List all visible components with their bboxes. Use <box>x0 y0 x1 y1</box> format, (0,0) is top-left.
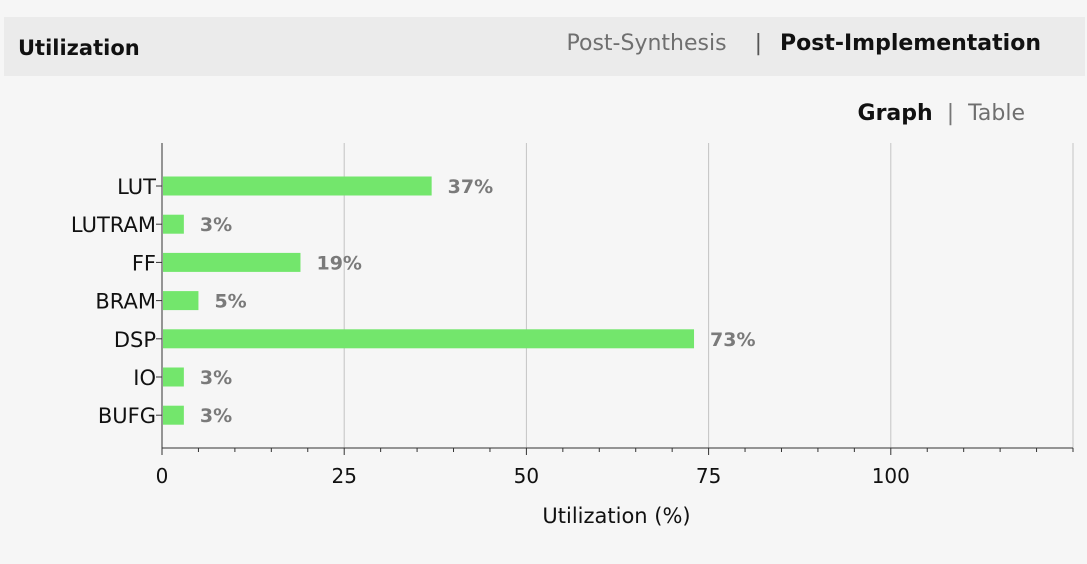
x-tick-label: 25 <box>331 464 356 488</box>
bar-value-label: 3% <box>200 405 232 427</box>
category-label: LUTRAM <box>71 213 156 237</box>
utilization-header: Utilization Post-Synthesis | Post-Implem… <box>4 17 1085 76</box>
bar-lutram <box>163 214 184 234</box>
x-axis-title: Utilization (%) <box>542 504 690 528</box>
category-label: DSP <box>114 328 156 352</box>
x-tick-label: 75 <box>696 464 721 488</box>
header-title: Utilization <box>18 36 140 60</box>
view-toggle-separator: | <box>946 101 955 126</box>
bar-ff <box>163 252 301 272</box>
view-toggle: Graph | Table <box>858 101 1025 126</box>
tab-post-implementation[interactable]: Post-Implementation <box>779 31 1041 56</box>
x-tick-label: 50 <box>514 464 539 488</box>
bar-io <box>163 367 184 387</box>
bar-dsp <box>163 329 695 349</box>
tab-separator: | <box>754 31 762 56</box>
bar-value-label: 5% <box>214 291 246 313</box>
tab-post-synthesis[interactable]: Post-Synthesis <box>566 31 727 56</box>
bar-value-label: 37% <box>448 176 493 198</box>
category-label: BUFG <box>98 404 156 428</box>
bar-bram <box>163 291 199 311</box>
stage-tabs: Post-Synthesis | Post-Implementation <box>567 31 1041 56</box>
category-label: FF <box>132 251 156 275</box>
bar-bufg <box>163 405 184 425</box>
category-label: BRAM <box>95 290 156 314</box>
x-tick-label: 0 <box>156 464 169 488</box>
bar-value-label: 3% <box>200 214 232 236</box>
table-view-button[interactable]: Table <box>968 101 1025 126</box>
graph-view-button[interactable]: Graph <box>857 101 933 126</box>
bar-value-label: 3% <box>200 367 232 389</box>
bar-value-label: 19% <box>316 252 361 274</box>
bar-value-label: 73% <box>710 329 755 351</box>
x-tick-label: 100 <box>872 464 910 488</box>
category-label: LUT <box>117 175 156 199</box>
bar-lut <box>163 176 432 196</box>
category-label: IO <box>133 366 156 390</box>
